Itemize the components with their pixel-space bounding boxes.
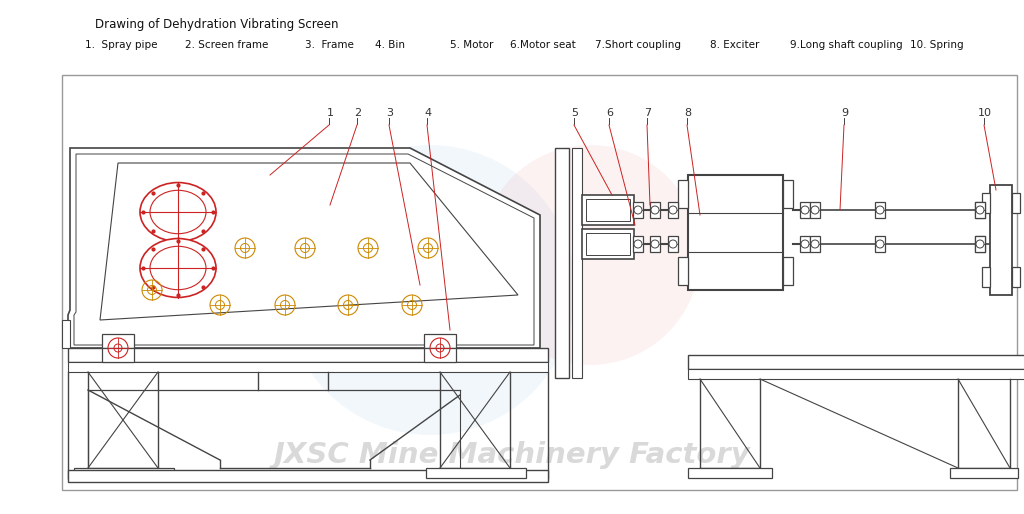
Circle shape <box>976 206 984 214</box>
Circle shape <box>876 240 884 248</box>
Bar <box>688 355 1024 369</box>
Circle shape <box>669 240 677 248</box>
Text: 6.Motor seat: 6.Motor seat <box>510 40 575 50</box>
Circle shape <box>876 206 884 214</box>
Text: 9: 9 <box>842 108 849 118</box>
Bar <box>668 202 678 218</box>
Bar <box>688 369 1024 379</box>
Ellipse shape <box>150 246 206 290</box>
Text: 1: 1 <box>327 108 334 118</box>
Circle shape <box>285 145 575 435</box>
Circle shape <box>811 206 819 214</box>
Text: 5: 5 <box>571 108 579 118</box>
Bar <box>874 202 885 218</box>
Bar <box>874 236 885 252</box>
Text: 10. Spring: 10. Spring <box>910 40 964 50</box>
Bar <box>582 229 634 259</box>
Text: 1.  Spray pipe: 1. Spray pipe <box>85 40 158 50</box>
Bar <box>582 195 634 225</box>
Bar <box>810 202 820 218</box>
Bar <box>678 257 688 285</box>
Text: 2: 2 <box>354 108 361 118</box>
Bar <box>650 202 660 218</box>
Text: 6: 6 <box>606 108 613 118</box>
Bar <box>1012 267 1020 287</box>
Circle shape <box>976 240 984 248</box>
Bar <box>68 470 548 482</box>
Bar <box>990 185 1012 295</box>
Bar <box>102 348 134 362</box>
Bar <box>783 180 793 208</box>
Bar <box>650 236 660 252</box>
Circle shape <box>801 206 809 214</box>
Circle shape <box>976 240 984 248</box>
Bar <box>783 257 793 285</box>
Bar <box>586 199 630 221</box>
Polygon shape <box>100 163 518 320</box>
Text: 4. Bin: 4. Bin <box>375 40 406 50</box>
Circle shape <box>651 240 659 248</box>
Bar <box>975 236 985 252</box>
Bar <box>68 348 548 362</box>
Text: 10: 10 <box>978 108 992 118</box>
Circle shape <box>634 240 642 248</box>
Bar <box>633 236 643 252</box>
Bar <box>800 202 810 218</box>
Circle shape <box>480 145 700 365</box>
Bar <box>555 148 569 378</box>
Bar <box>74 468 174 478</box>
Bar <box>800 236 810 252</box>
Circle shape <box>669 206 677 214</box>
Bar <box>102 334 134 348</box>
Text: 9.Long shaft coupling: 9.Long shaft coupling <box>790 40 902 50</box>
Ellipse shape <box>150 190 206 234</box>
Bar <box>68 362 548 372</box>
Text: 8. Exciter: 8. Exciter <box>710 40 760 50</box>
Text: Drawing of Dehydration Vibrating Screen: Drawing of Dehydration Vibrating Screen <box>95 18 339 31</box>
Circle shape <box>634 206 642 214</box>
Bar <box>678 180 688 208</box>
Bar <box>982 193 990 213</box>
Text: 3.  Frame: 3. Frame <box>305 40 354 50</box>
Bar <box>688 468 772 478</box>
Text: 7.Short coupling: 7.Short coupling <box>595 40 681 50</box>
Bar <box>810 236 820 252</box>
Text: 2. Screen frame: 2. Screen frame <box>185 40 268 50</box>
Polygon shape <box>68 148 540 348</box>
Bar <box>975 202 985 218</box>
Bar <box>950 468 1018 478</box>
Ellipse shape <box>140 182 216 242</box>
Bar <box>633 202 643 218</box>
Bar <box>62 320 70 348</box>
Bar <box>982 267 990 287</box>
Bar <box>426 468 526 478</box>
Text: 8: 8 <box>684 108 691 118</box>
Circle shape <box>801 240 809 248</box>
Text: JXSC Mine Machinery Factory: JXSC Mine Machinery Factory <box>273 441 751 469</box>
Bar <box>975 202 985 218</box>
Bar <box>1012 193 1020 213</box>
Ellipse shape <box>140 238 216 298</box>
Bar <box>975 236 985 252</box>
Circle shape <box>976 206 984 214</box>
Text: 4: 4 <box>424 108 431 118</box>
Text: 5. Motor: 5. Motor <box>450 40 494 50</box>
Bar <box>572 148 582 378</box>
Text: 3: 3 <box>386 108 393 118</box>
Bar <box>688 175 783 290</box>
Bar <box>424 334 456 348</box>
Bar <box>586 233 630 255</box>
Circle shape <box>811 240 819 248</box>
Bar <box>668 236 678 252</box>
Bar <box>424 348 456 362</box>
Circle shape <box>651 206 659 214</box>
Bar <box>62 75 1017 490</box>
Text: 7: 7 <box>644 108 651 118</box>
